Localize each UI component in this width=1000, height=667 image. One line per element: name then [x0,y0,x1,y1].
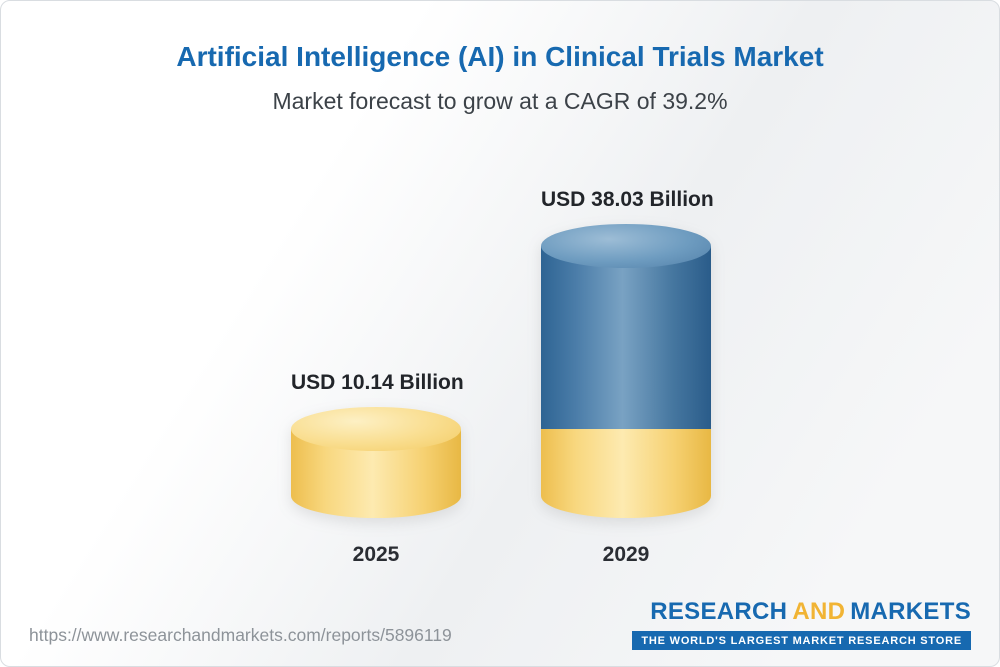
bar-2029-value-label: USD 38.03 Billion [541,188,714,211]
chart-header: Artificial Intelligence (AI) in Clinical… [1,1,999,115]
footer: https://www.researchandmarkets.com/repor… [1,598,999,666]
bar-2025-category-label: 2025 [352,543,400,566]
bar-2029-cylinder [541,224,711,518]
bar-2029-category-label: 2029 [602,543,650,566]
bar-2025-value-label: USD 10.14 Billion [291,371,464,394]
logo-word-markets: MARKETS [850,598,971,625]
logo-tagline: THE WORLD'S LARGEST MARKET RESEARCH STOR… [632,631,971,650]
chart-subtitle: Market forecast to grow at a CAGR of 39.… [272,88,728,114]
logo-wordmark: RESEARCH AND MARKETS [650,598,971,626]
logo-word-research: RESEARCH [650,598,788,625]
bar-2029-base-segment [541,429,711,518]
researchandmarkets-logo: RESEARCH AND MARKETS THE WORLD'S LARGEST M… [632,598,971,650]
bar-chart: USD 10.14 Billion 2025 USD 38.03 Billion… [1,129,999,591]
bar-group-2025: USD 10.14 Billion 2025 [291,129,464,591]
report-url-link[interactable]: https://www.researchandmarkets.com/repor… [29,625,452,645]
chart-title: Artificial Intelligence (AI) in Clinical… [176,41,824,72]
logo-word-and: AND [792,598,846,625]
bar-group-2029: USD 38.03 Billion 2029 [541,129,714,591]
bar-2025-cylinder [291,407,461,518]
